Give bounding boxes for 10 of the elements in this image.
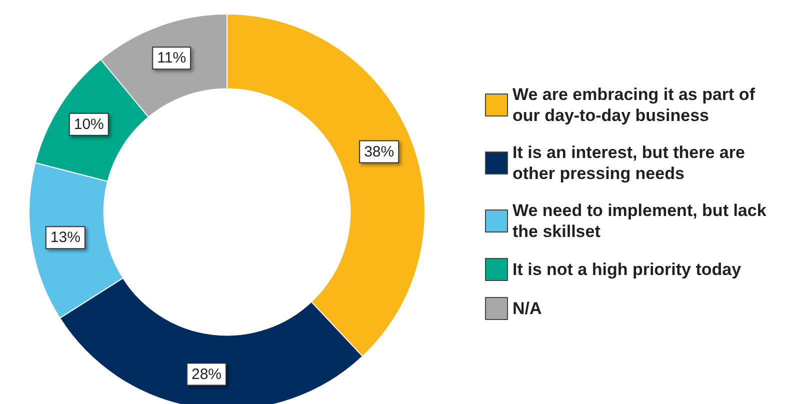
legend-label: We need to implement, but lack the skillset xyxy=(512,201,772,241)
data-label: 28% xyxy=(191,366,222,383)
legend-label: N/A xyxy=(512,299,542,318)
data-label: 10% xyxy=(74,116,104,133)
data-label: 11% xyxy=(157,50,186,67)
legend-label: We are embracing it as part of our day-to-day business xyxy=(512,85,760,125)
data-label: 13% xyxy=(50,229,80,246)
legend-label: It is not a high priority today xyxy=(512,260,742,279)
legend-label: It is an interest, but there are other pressing needs xyxy=(512,143,750,183)
data-label: 38% xyxy=(364,143,394,160)
